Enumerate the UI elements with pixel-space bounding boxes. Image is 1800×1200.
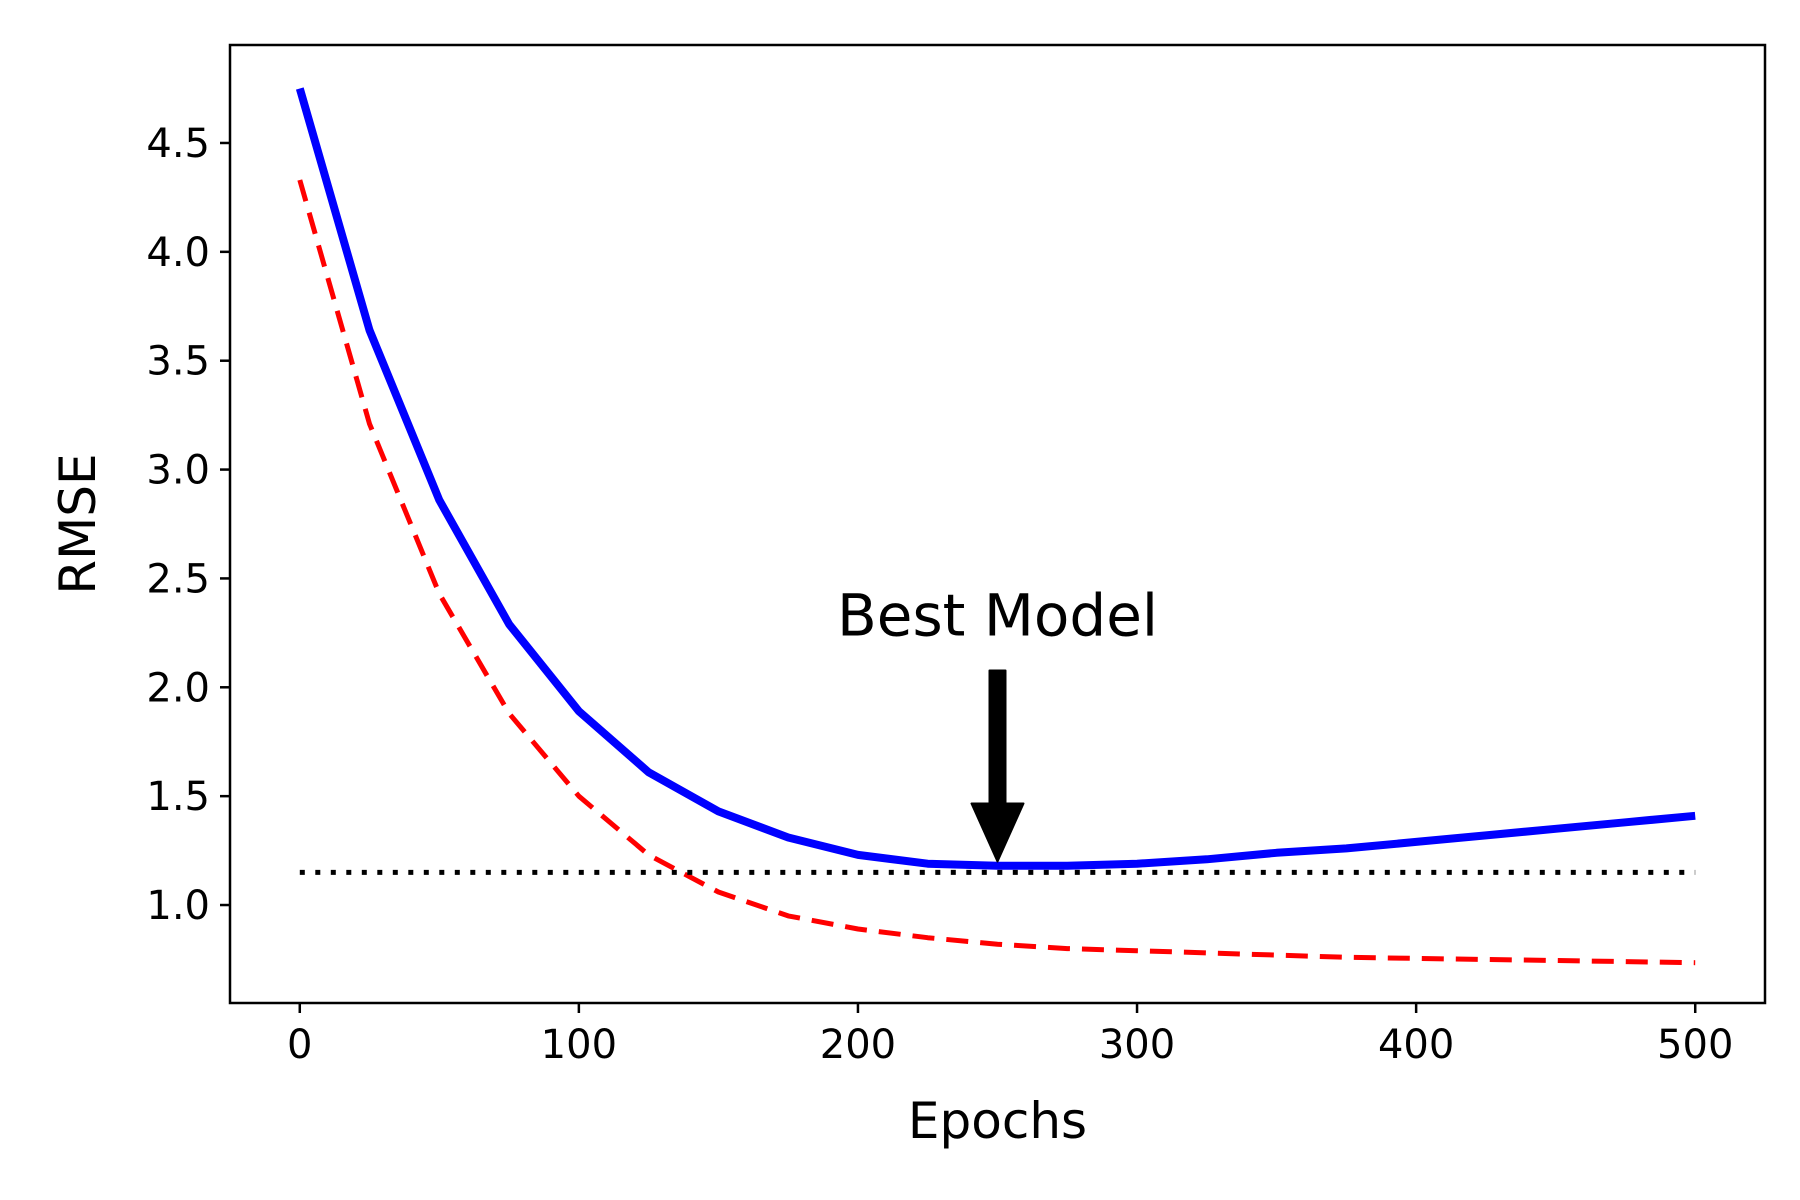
x-tick-label: 400 <box>1378 1022 1454 1068</box>
x-tick-label: 200 <box>820 1022 896 1068</box>
annotation-layer: Best Model <box>837 582 1158 863</box>
y-tick-label: 2.5 <box>146 556 210 602</box>
x-tick-label: 0 <box>287 1022 312 1068</box>
series-line-solid <box>295 87 1696 870</box>
x-tick-label: 100 <box>541 1022 617 1068</box>
x-tick-label: 300 <box>1099 1022 1175 1068</box>
annotation-label: Best Model <box>837 582 1158 650</box>
y-tick-label: 3.5 <box>146 339 210 385</box>
y-tick-label: 2.0 <box>146 665 210 711</box>
y-tick-label: 1.5 <box>146 774 210 820</box>
annotation-arrow <box>970 669 1025 863</box>
y-axis-ticks: 1.0 1.5 2.0 2.5 3.0 3.5 4.0 4.5 <box>146 121 230 929</box>
y-tick-label: 4.5 <box>146 121 210 167</box>
series-layer <box>295 87 1696 966</box>
x-axis-ticks: 0 100 200 300 400 500 <box>287 1003 1733 1068</box>
y-tick-label: 4.0 <box>146 230 210 276</box>
series-line-dashed <box>297 179 1696 966</box>
x-tick-label: 500 <box>1657 1022 1733 1068</box>
plot-frame <box>228 43 1767 1005</box>
y-tick-label: 3.0 <box>146 448 210 494</box>
x-axis-label: Epochs <box>908 1092 1087 1150</box>
y-axis-label: RMSE <box>49 453 107 594</box>
y-tick-label: 1.0 <box>146 883 210 929</box>
